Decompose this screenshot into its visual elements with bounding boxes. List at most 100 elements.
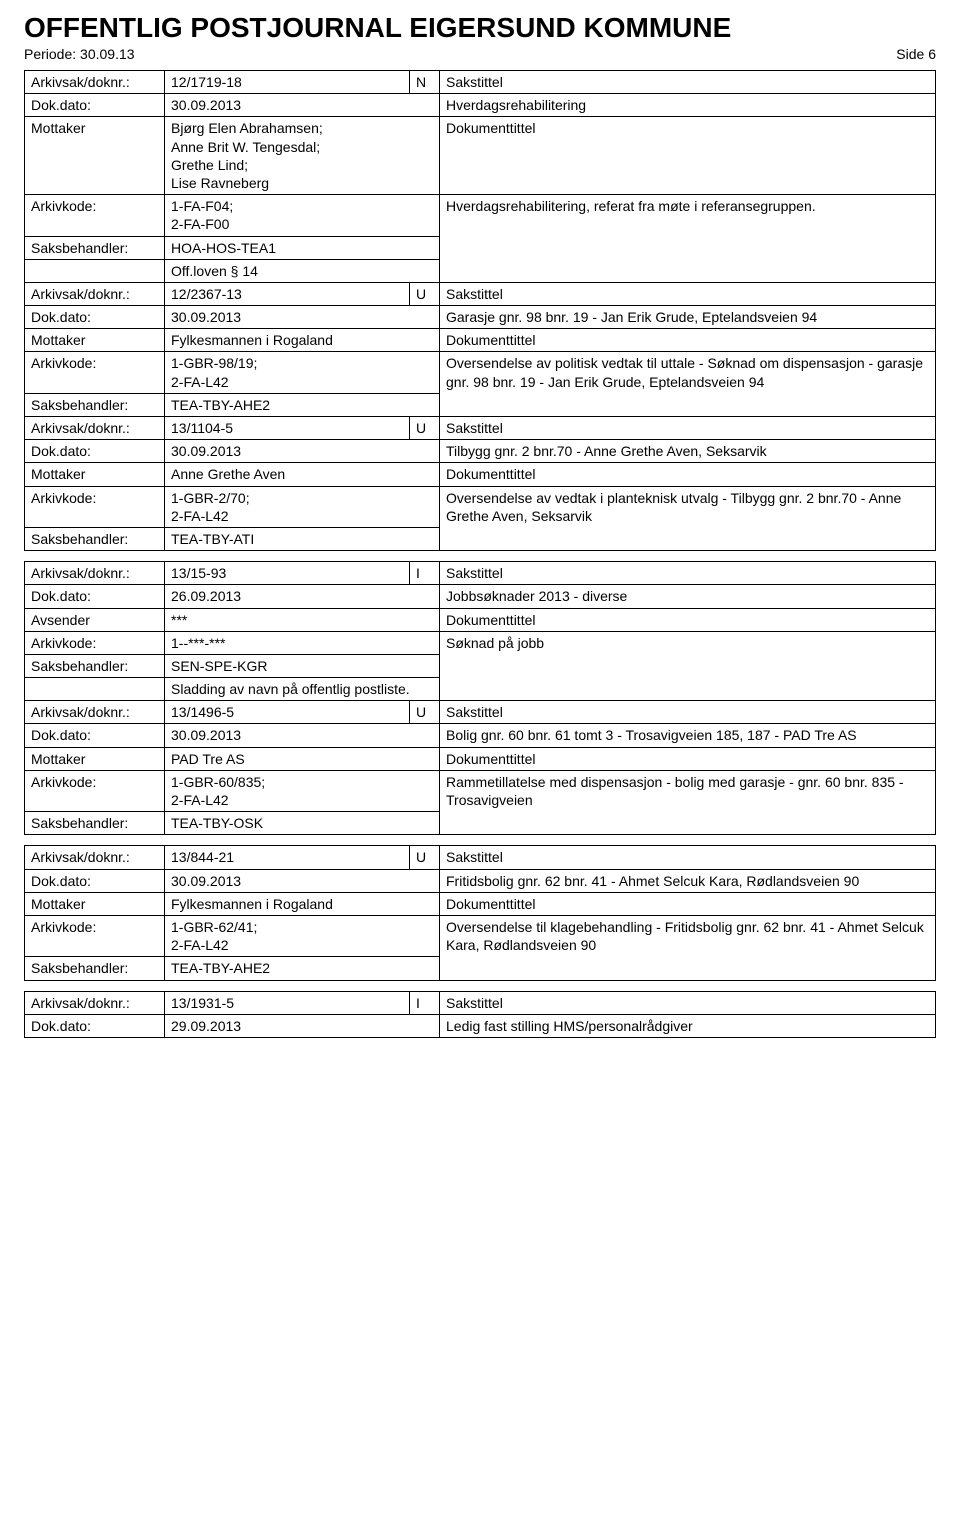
dokdato-value: 30.09.2013 [165, 306, 440, 329]
code-cell: U [410, 701, 440, 724]
mottaker-value: Anne Grethe Aven [165, 463, 440, 486]
saksbehandler-label: Saksbehandler: [25, 654, 165, 677]
arkivsak-value: 12/1719-18 [165, 71, 410, 94]
saksbehandler-value: HOA-HOS-TEA1 [165, 236, 440, 259]
mottaker-label: Mottaker [25, 747, 165, 770]
sakstittel-label: Sakstittel [440, 417, 936, 440]
dokdato-label: Dok.dato: [25, 1014, 165, 1037]
avsender-value: *** [165, 608, 440, 631]
arkivsak-label: Arkivsak/doknr.: [25, 282, 165, 305]
sakstittel-value: Bolig gnr. 60 bnr. 61 tomt 3 - Trosavigv… [440, 724, 936, 747]
arkivkode-value: 1--***-*** [165, 631, 440, 654]
dokumenttittel-label: Dokumenttittel [440, 117, 936, 195]
dokumenttittel-value: Hverdagsrehabilitering, referat fra møte… [440, 195, 936, 283]
arkivkode-label: Arkivkode: [25, 352, 165, 393]
sakstittel-label: Sakstittel [440, 282, 936, 305]
saksbehandler-label: Saksbehandler: [25, 393, 165, 416]
dokdato-label: Dok.dato: [25, 724, 165, 747]
off-value: Off.loven § 14 [165, 259, 440, 282]
code-cell: U [410, 282, 440, 305]
sakstittel-value: Tilbygg gnr. 2 bnr.70 - Anne Grethe Aven… [440, 440, 936, 463]
journal-block-4: Arkivsak/doknr.: 13/15-93 I Sakstittel D… [24, 561, 936, 835]
code-cell: U [410, 846, 440, 869]
sakstittel-value: Ledig fast stilling HMS/personalrådgiver [440, 1014, 936, 1037]
saksbehandler-value: TEA-TBY-ATI [165, 527, 440, 550]
arkivsak-label: Arkivsak/doknr.: [25, 71, 165, 94]
sakstittel-value: Hverdagsrehabilitering [440, 94, 936, 117]
dokumenttittel-label: Dokumenttittel [440, 892, 936, 915]
arkivsak-value: 13/1104-5 [165, 417, 410, 440]
arkivkode-value: 1-GBR-60/835; 2-FA-L42 [165, 770, 440, 811]
dokdato-label: Dok.dato: [25, 94, 165, 117]
mottaker-value: Bjørg Elen Abrahamsen; Anne Brit W. Teng… [165, 117, 440, 195]
arkivkode-label: Arkivkode: [25, 195, 165, 236]
dokdato-label: Dok.dato: [25, 869, 165, 892]
mottaker-label: Mottaker [25, 117, 165, 195]
saksbehandler-value: TEA-TBY-OSK [165, 812, 440, 835]
dokdato-label: Dok.dato: [25, 585, 165, 608]
dokdato-value: 30.09.2013 [165, 869, 440, 892]
dokumenttittel-label: Dokumenttittel [440, 329, 936, 352]
arkivsak-label: Arkivsak/doknr.: [25, 846, 165, 869]
dokdato-value: 29.09.2013 [165, 1014, 440, 1037]
sakstittel-label: Sakstittel [440, 562, 936, 585]
dokdato-value: 30.09.2013 [165, 724, 440, 747]
dokumenttittel-label: Dokumenttittel [440, 747, 936, 770]
sakstittel-label: Sakstittel [440, 846, 936, 869]
dokumenttittel-value: Søknad på jobb [440, 631, 936, 701]
sladd-value: Sladding av navn på offentlig postliste. [165, 678, 440, 701]
saksbehandler-label: Saksbehandler: [25, 957, 165, 980]
arkivsak-label: Arkivsak/doknr.: [25, 701, 165, 724]
sakstittel-value: Jobbsøknader 2013 - diverse [440, 585, 936, 608]
avsender-label: Avsender [25, 608, 165, 631]
code-cell: N [410, 71, 440, 94]
arkivkode-value: 1-GBR-62/41; 2-FA-L42 [165, 915, 440, 956]
dokdato-value: 30.09.2013 [165, 94, 440, 117]
sakstittel-label: Sakstittel [440, 701, 936, 724]
sakstittel-value: Garasje gnr. 98 bnr. 19 - Jan Erik Grude… [440, 306, 936, 329]
saksbehandler-label: Saksbehandler: [25, 527, 165, 550]
journal-block-7: Arkivsak/doknr.: 13/1931-5 I Sakstittel … [24, 991, 936, 1038]
mottaker-value: PAD Tre AS [165, 747, 440, 770]
arkivsak-label: Arkivsak/doknr.: [25, 991, 165, 1014]
arkivsak-value: 13/844-21 [165, 846, 410, 869]
arkivkode-label: Arkivkode: [25, 631, 165, 654]
mottaker-label: Mottaker [25, 892, 165, 915]
saksbehandler-label: Saksbehandler: [25, 812, 165, 835]
code-cell: I [410, 991, 440, 1014]
dokumenttittel-value: Oversendelse av politisk vedtak til utta… [440, 352, 936, 417]
arkivsak-value: 13/1496-5 [165, 701, 410, 724]
mottaker-label: Mottaker [25, 463, 165, 486]
dokdato-label: Dok.dato: [25, 306, 165, 329]
dokumenttittel-label: Dokumenttittel [440, 463, 936, 486]
saksbehandler-value: TEA-TBY-AHE2 [165, 957, 440, 980]
mottaker-value: Fylkesmannen i Rogaland [165, 329, 440, 352]
dokdato-label: Dok.dato: [25, 440, 165, 463]
journal-block-6: Arkivsak/doknr.: 13/844-21 U Sakstittel … [24, 845, 936, 980]
mottaker-value: Fylkesmannen i Rogaland [165, 892, 440, 915]
dokumenttittel-value: Oversendelse til klagebehandling - Friti… [440, 915, 936, 980]
arkivkode-value: 1-GBR-98/19; 2-FA-L42 [165, 352, 440, 393]
journal-block-1: Arkivsak/doknr.: 12/1719-18 N Sakstittel… [24, 70, 936, 551]
arkivkode-label: Arkivkode: [25, 915, 165, 956]
dokdato-value: 30.09.2013 [165, 440, 440, 463]
side-label: Side 6 [896, 46, 936, 62]
arkivsak-value: 13/1931-5 [165, 991, 410, 1014]
mottaker-label: Mottaker [25, 329, 165, 352]
saksbehandler-value: SEN-SPE-KGR [165, 654, 440, 677]
off-label [25, 259, 165, 282]
sladd-label [25, 678, 165, 701]
dokumenttittel-value: Oversendelse av vedtak i planteknisk utv… [440, 486, 936, 551]
dokumenttittel-value: Rammetillatelse med dispensasjon - bolig… [440, 770, 936, 835]
arkivkode-value: 1-FA-F04; 2-FA-F00 [165, 195, 440, 236]
arkivkode-label: Arkivkode: [25, 486, 165, 527]
dokumenttittel-label: Dokumenttittel [440, 608, 936, 631]
page-title: OFFENTLIG POSTJOURNAL EIGERSUND KOMMUNE [24, 12, 936, 44]
arkivkode-value: 1-GBR-2/70; 2-FA-L42 [165, 486, 440, 527]
arkivsak-label: Arkivsak/doknr.: [25, 417, 165, 440]
sakstittel-label: Sakstittel [440, 71, 936, 94]
arkivkode-label: Arkivkode: [25, 770, 165, 811]
period-label: Periode: 30.09.13 [24, 46, 135, 62]
sakstittel-label: Sakstittel [440, 991, 936, 1014]
arkivsak-value: 13/15-93 [165, 562, 410, 585]
